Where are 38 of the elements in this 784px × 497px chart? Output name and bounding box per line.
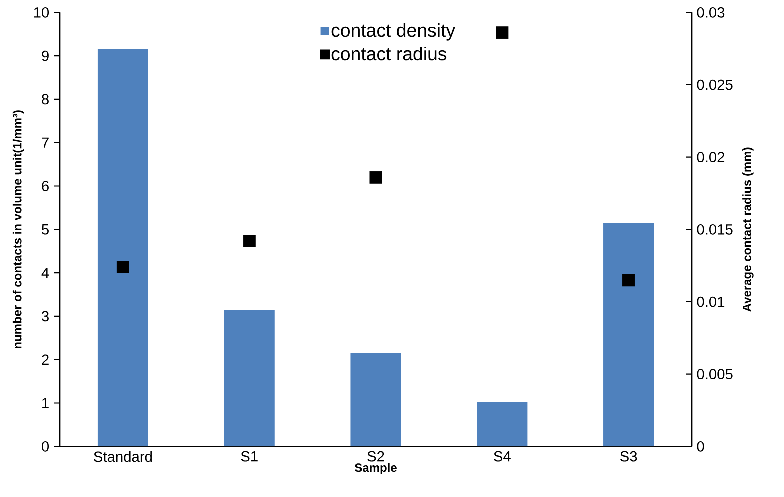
y-tick-label: 4 <box>42 268 50 278</box>
y2-tick-label: 0.03 <box>697 7 725 18</box>
bar <box>98 50 148 447</box>
point <box>243 234 256 248</box>
y2-tick-label: 0.005 <box>697 369 733 380</box>
point <box>116 261 130 274</box>
y-tick-label: 0 <box>42 441 50 452</box>
bar <box>224 310 275 447</box>
y-tick-label: 3 <box>42 311 49 322</box>
y-tick-label: 10 <box>34 7 50 18</box>
y2-tick-label: 0.01 <box>697 296 725 308</box>
y-tick-label: 1 <box>42 398 49 408</box>
y-tick-label: 5 <box>42 224 49 235</box>
y-tick-label: 6 <box>42 181 49 192</box>
y2-tick-label: 0.015 <box>697 224 733 235</box>
legend-label: contact radius <box>332 46 447 61</box>
bar <box>350 353 402 447</box>
bar <box>477 402 528 447</box>
x-tick-label: S1 <box>241 451 258 462</box>
bar <box>604 223 654 447</box>
x-axis-title: Sample <box>355 463 397 474</box>
y2-tick-label: 0.025 <box>697 80 733 90</box>
y-axis-title: number of contacts in volume unit(1/mm³) <box>12 110 24 349</box>
x-tick-label: S4 <box>494 451 511 462</box>
point <box>370 171 382 184</box>
y2-tick-label: 0 <box>697 441 704 452</box>
point <box>496 26 509 40</box>
y-tick-label: 9 <box>42 50 49 62</box>
x-tick-label: S2 <box>368 451 384 462</box>
y2-tick-label: 0.02 <box>697 152 725 163</box>
legend-label: contact density <box>332 23 456 41</box>
point <box>622 274 636 287</box>
y-tick-label: 2 <box>42 354 49 365</box>
y-tick-label: 7 <box>42 138 49 148</box>
y2-axis-title: Average contact radius (mm) <box>742 148 754 312</box>
x-tick-label: S3 <box>620 451 638 462</box>
x-tick-label: Standard <box>94 451 152 462</box>
y-tick-label: 8 <box>42 94 49 105</box>
